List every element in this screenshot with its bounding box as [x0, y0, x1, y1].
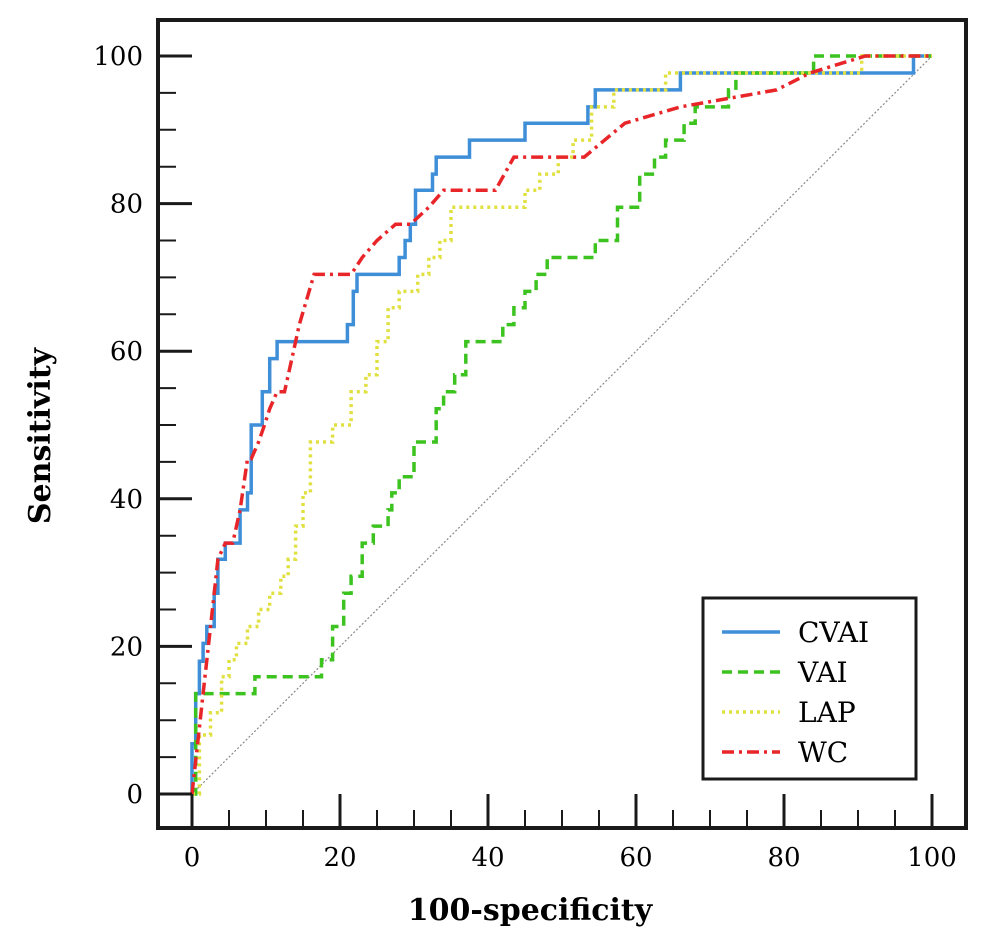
x-tick-label: 60 [619, 843, 652, 873]
x-tick-label: 40 [471, 843, 504, 873]
x-axis-title: 100-specificity [408, 893, 654, 928]
legend-label-cvai: CVAI [798, 616, 869, 649]
y-tick-label: 100 [93, 42, 143, 72]
x-tick-label: 20 [323, 843, 356, 873]
legend-box [701, 596, 918, 781]
y-tick-label: 80 [110, 190, 143, 220]
legend-label-vai: VAI [797, 656, 848, 689]
x-tick-label: 0 [184, 843, 201, 873]
axis-ticks [158, 54, 934, 828]
legend-label-lap: LAP [798, 696, 856, 729]
x-tick-label: 80 [767, 843, 800, 873]
y-tick-label: 40 [110, 485, 143, 515]
series-line-wc [190, 54, 932, 795]
series-layer [190, 54, 932, 796]
y-tick-label: 20 [110, 632, 143, 662]
y-axis-title: Sensitivity [23, 346, 58, 524]
series-line-vai [192, 54, 932, 796]
series-line-cvai [190, 54, 932, 794]
legend-label-wc: WC [798, 736, 848, 769]
legend: CVAI VAI LAP WC [701, 596, 918, 781]
x-tick-label: 100 [907, 843, 957, 873]
y-tick-label: 60 [110, 337, 143, 367]
y-tick-label: 0 [126, 780, 143, 810]
tick-labels: 0 20 40 60 80 100 0 20 40 60 80 100 [93, 42, 956, 873]
